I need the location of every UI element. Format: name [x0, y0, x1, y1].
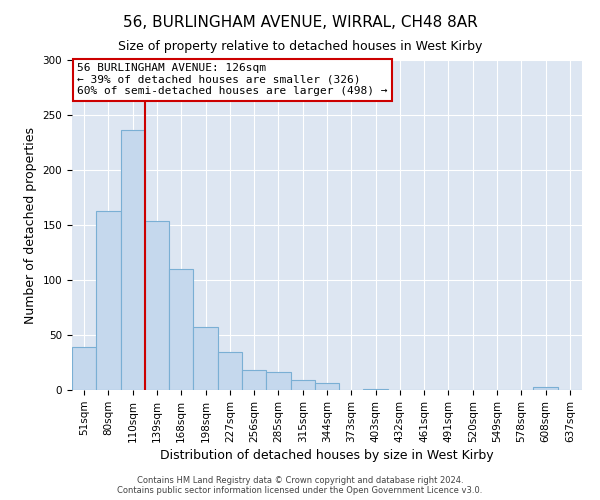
Text: 56 BURLINGHAM AVENUE: 126sqm
← 39% of detached houses are smaller (326)
60% of s: 56 BURLINGHAM AVENUE: 126sqm ← 39% of de…	[77, 64, 388, 96]
Text: Contains HM Land Registry data © Crown copyright and database right 2024.
Contai: Contains HM Land Registry data © Crown c…	[118, 476, 482, 495]
Text: 56, BURLINGHAM AVENUE, WIRRAL, CH48 8AR: 56, BURLINGHAM AVENUE, WIRRAL, CH48 8AR	[122, 15, 478, 30]
Bar	[266, 372, 290, 390]
Bar	[315, 384, 339, 390]
Bar	[193, 328, 218, 390]
Text: Size of property relative to detached houses in West Kirby: Size of property relative to detached ho…	[118, 40, 482, 53]
X-axis label: Distribution of detached houses by size in West Kirby: Distribution of detached houses by size …	[160, 449, 494, 462]
Bar	[533, 386, 558, 390]
Y-axis label: Number of detached properties: Number of detached properties	[24, 126, 37, 324]
Bar	[218, 352, 242, 390]
Bar	[145, 220, 169, 390]
Bar	[364, 389, 388, 390]
Bar	[242, 370, 266, 390]
Bar	[121, 130, 145, 390]
Bar	[96, 210, 121, 390]
Bar	[169, 269, 193, 390]
Bar	[290, 380, 315, 390]
Bar	[72, 347, 96, 390]
